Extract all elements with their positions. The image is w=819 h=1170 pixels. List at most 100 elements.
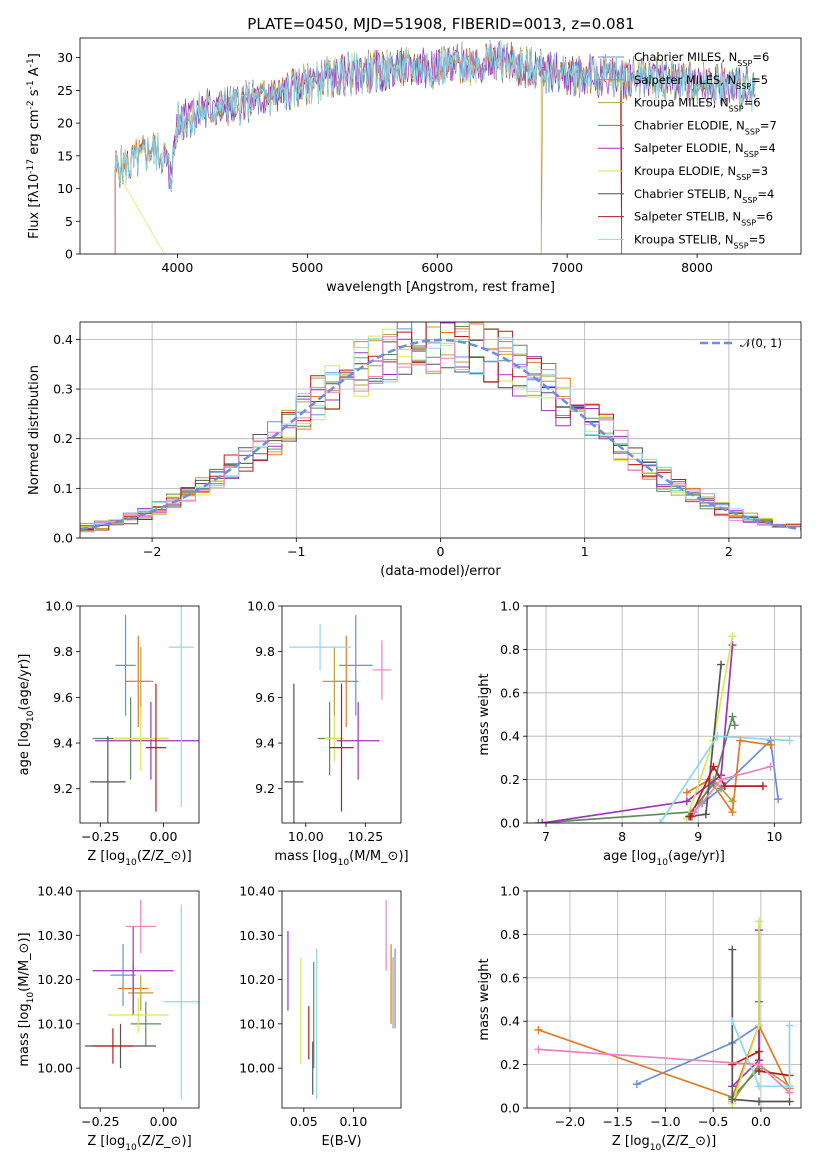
y-tick-label: 0.2 <box>500 772 520 787</box>
y-tick-label: 10.30 <box>239 928 275 943</box>
series-line <box>689 764 763 817</box>
y-tick-label: 9.2 <box>255 781 275 796</box>
panel-massweight-vs-age: 7 8 9 10 0.0 0.2 0.4 0.6 0.8 1.0 age [log10(age/yr… <box>477 599 802 868</box>
errorbar <box>130 1001 162 1046</box>
gaussian-curve <box>80 338 801 531</box>
errorbar <box>90 736 126 823</box>
series-marker <box>754 1021 763 1030</box>
y-tick-label: 0.0 <box>500 1101 520 1116</box>
series-marker <box>538 819 547 823</box>
x-tick-label: −1 <box>287 544 305 559</box>
errorbar <box>107 997 169 1033</box>
series-marker <box>682 788 691 797</box>
y-tick-label: 0.0 <box>53 531 73 546</box>
axes-frame <box>79 37 802 255</box>
y-tick-label: 0.2 <box>500 1057 520 1072</box>
errorbar <box>339 615 373 716</box>
series-marker <box>728 797 737 806</box>
series-marker <box>682 797 691 806</box>
plot-area <box>284 615 392 823</box>
y-tick-label: 10.40 <box>37 884 73 899</box>
histogram-step <box>80 337 801 533</box>
errorbar <box>128 647 154 716</box>
series-marker <box>728 632 737 641</box>
y-tick-label: 10.0 <box>45 599 73 614</box>
x-tick-label: 10.00 <box>288 829 324 844</box>
series-line <box>731 1020 791 1088</box>
y-tick-label: 0.1 <box>53 481 73 496</box>
plot-area <box>534 917 794 1108</box>
x-tick-label: 4000 <box>162 260 194 275</box>
y-tick-label: 10 <box>57 181 73 196</box>
legend-entry: Salpeter ELODIE, NSSP=4 <box>634 141 776 159</box>
plot-area <box>80 322 801 533</box>
legend-entry: 𝒩(0, 1) <box>740 336 782 350</box>
x-tick-label: 8000 <box>681 260 713 275</box>
series-marker <box>632 1080 641 1089</box>
y-tick-label: 0 <box>65 247 73 262</box>
y-tick-label: 10.00 <box>37 1061 73 1076</box>
x-axis-label: age [log10(age/yr)] <box>603 849 725 868</box>
series-marker <box>534 819 543 823</box>
y-tick-label: 0.2 <box>53 431 73 446</box>
errorbar <box>284 683 304 823</box>
series-marker <box>785 1088 794 1097</box>
legend-entry: Chabrier STELIB, NSSP=4 <box>634 187 774 205</box>
legend-entry: Kroupa MILES, NSSP=6 <box>634 96 761 114</box>
x-tick-label: 0 <box>437 544 445 559</box>
series-marker <box>717 660 726 669</box>
y-tick-label: 10.0 <box>247 599 275 614</box>
series-marker <box>730 721 739 730</box>
series-marker <box>686 812 695 821</box>
panel-spectrum: 4000 5000 6000 7000 8000 0 5 10 15 20 25 30 waveleng… <box>26 37 802 295</box>
y-tick-label: 9.6 <box>53 690 73 705</box>
y-tick-label: 9.8 <box>53 644 73 659</box>
errorbar <box>112 706 169 771</box>
x-tick-label: 10.25 <box>347 829 383 844</box>
plot-area <box>90 606 199 823</box>
y-axis-label: age [log10(age/yr)] <box>17 654 36 776</box>
axes-frame <box>281 890 402 1109</box>
x-tick-label: −1.0 <box>650 1114 680 1129</box>
errorbar <box>115 615 136 716</box>
legend: 𝒩(0, 1) <box>700 336 782 350</box>
y-tick-label: 9.6 <box>255 690 275 705</box>
series-marker <box>728 945 737 954</box>
y-tick-label: 0.3 <box>53 382 73 397</box>
errorbar <box>329 683 354 812</box>
y-tick-label: 5 <box>65 214 73 229</box>
panel-age-vs-Z: −0.25 0.00 9.2 9.4 9.6 9.8 10.0 Z [log10(Z/Z_⊙)… <box>17 599 200 868</box>
x-axis-label: Z [log10(Z/Z_⊙)] <box>87 1134 191 1153</box>
errorbar <box>168 606 194 808</box>
legend-entry: Chabrier ELODIE, NSSP=7 <box>634 118 777 136</box>
y-tick-label: 9.4 <box>255 736 275 751</box>
legend: Chabrier MILES, NSSP=6 Salpeter MILES, NS… <box>598 50 777 250</box>
y-tick-label: 10.20 <box>37 972 73 987</box>
figure-title: PLATE=0450, MJD=51908, FIBERID=0013, z=0… <box>247 15 634 33</box>
axes-frame <box>79 321 802 539</box>
x-tick-label: 10 <box>766 829 782 844</box>
panel-age-vs-mass: 10.00 10.25 9.2 9.4 9.6 9.8 10.0 mass [log10(M/… <box>247 599 408 869</box>
errorbar <box>125 899 156 953</box>
series-marker <box>766 740 775 749</box>
series-marker <box>754 1060 763 1069</box>
x-tick-label: 8 <box>618 829 626 844</box>
series-marker <box>728 1095 737 1104</box>
x-tick-label: 9 <box>694 829 702 844</box>
legend-entry: Salpeter STELIB, NSSP=6 <box>634 210 773 228</box>
series-marker <box>690 808 699 817</box>
errorbar <box>289 624 352 670</box>
x-axis-label: wavelength [Angstrom, rest frame] <box>326 280 555 295</box>
x-tick-label: 7000 <box>551 260 583 275</box>
y-tick-label: 0.4 <box>500 729 520 744</box>
y-tick-label: 10.30 <box>37 928 73 943</box>
y-tick-label: 10.10 <box>37 1016 73 1031</box>
panel-mass-vs-EBV: 0.05 0.10 10.00 10.10 10.20 10.30 10.40 E(B-V) <box>239 884 402 1149</box>
x-tick-label: 2 <box>725 544 733 559</box>
axes-frame <box>281 605 402 824</box>
plot-area <box>287 899 396 1100</box>
x-tick-label: −1.5 <box>603 1114 633 1129</box>
plot-area <box>114 39 756 254</box>
y-tick-label: 10.20 <box>239 972 275 987</box>
series-marker <box>728 641 737 650</box>
